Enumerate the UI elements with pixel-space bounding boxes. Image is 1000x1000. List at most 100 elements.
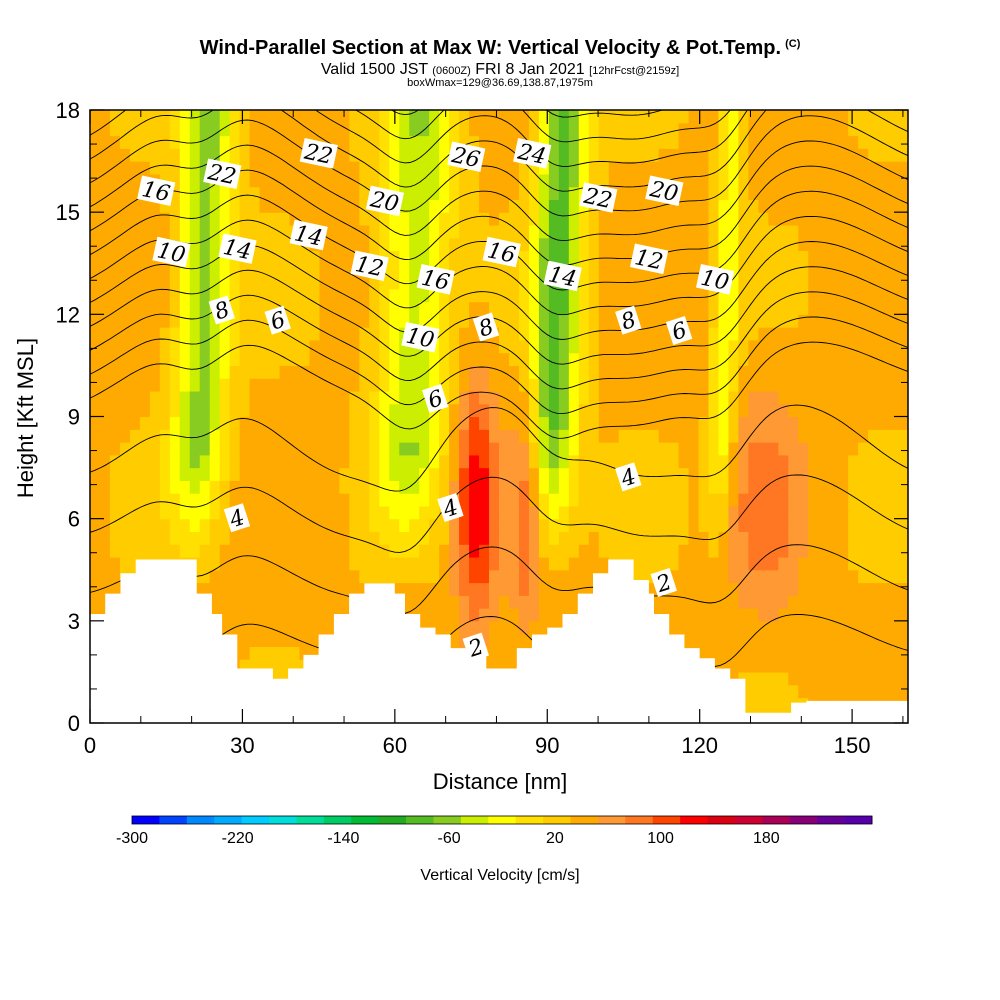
w-cell xyxy=(319,467,331,481)
w-cell xyxy=(389,505,400,520)
w-cell xyxy=(598,301,610,315)
w-cell xyxy=(109,531,121,545)
w-cell xyxy=(808,365,819,379)
w-cell xyxy=(778,505,789,520)
w-cell xyxy=(828,301,839,315)
w-cell xyxy=(508,480,520,494)
w-cell xyxy=(898,505,908,520)
w-cell xyxy=(728,467,740,481)
w-cell xyxy=(219,544,231,558)
w-cell xyxy=(249,390,261,405)
w-cell xyxy=(588,327,600,341)
w-cell xyxy=(538,582,550,596)
w-cell xyxy=(768,620,779,635)
w-cell xyxy=(289,544,301,558)
w-cell xyxy=(279,582,291,596)
w-cell xyxy=(868,416,879,430)
w-cell xyxy=(618,288,630,303)
w-cell xyxy=(598,276,610,290)
w-cell xyxy=(329,454,340,469)
w-cell xyxy=(788,582,799,596)
w-cell xyxy=(489,544,500,558)
w-cell xyxy=(768,199,779,213)
w-cell xyxy=(778,212,789,226)
w-cell xyxy=(269,544,281,558)
w-cell xyxy=(239,633,251,647)
w-cell xyxy=(319,505,331,520)
w-cell xyxy=(508,518,520,533)
w-cell xyxy=(339,442,350,456)
w-cell xyxy=(678,276,690,290)
w-cell xyxy=(99,378,111,392)
w-cell xyxy=(588,505,600,520)
w-cell xyxy=(658,480,670,494)
w-cell xyxy=(738,429,749,443)
w-cell xyxy=(898,493,908,507)
w-cell xyxy=(449,352,460,367)
w-cell xyxy=(658,212,670,226)
w-cell xyxy=(708,378,720,392)
w-cell xyxy=(858,633,869,647)
w-cell xyxy=(279,505,291,520)
w-cell xyxy=(638,454,650,469)
w-cell xyxy=(269,633,281,647)
w-cell xyxy=(838,467,849,481)
w-cell xyxy=(279,429,291,443)
w-cell xyxy=(339,288,350,303)
w-cell xyxy=(508,454,520,469)
w-cell xyxy=(748,173,759,188)
w-cell xyxy=(199,493,211,507)
w-cell xyxy=(369,454,380,469)
w-cell xyxy=(199,365,211,379)
w-cell xyxy=(369,237,380,252)
w-cell xyxy=(728,646,740,660)
w-cell xyxy=(229,582,241,596)
w-cell xyxy=(409,122,420,137)
theta-line xyxy=(390,110,665,118)
w-cell xyxy=(359,569,370,584)
w-cell xyxy=(129,161,141,175)
w-cell xyxy=(798,327,809,341)
w-cell xyxy=(369,480,380,494)
w-cell xyxy=(439,250,450,264)
w-cell xyxy=(459,467,470,481)
w-cell xyxy=(359,327,370,341)
w-cell xyxy=(199,148,211,162)
colorbar-swatch xyxy=(762,816,791,824)
w-cell xyxy=(499,327,510,341)
w-cell xyxy=(758,352,769,367)
w-cell xyxy=(339,365,350,379)
w-cell xyxy=(728,173,740,188)
w-cell xyxy=(209,276,221,290)
w-cell xyxy=(279,212,291,226)
colorbar-swatch xyxy=(488,816,517,824)
w-cell xyxy=(888,186,899,200)
w-cell xyxy=(459,442,470,456)
w-cell xyxy=(149,288,161,303)
w-cell xyxy=(169,288,181,303)
colorbar-swatch xyxy=(789,816,818,824)
w-cell xyxy=(269,582,281,596)
w-cell xyxy=(389,480,400,494)
w-cell xyxy=(119,518,131,533)
w-cell xyxy=(728,327,740,341)
w-cell xyxy=(229,493,241,507)
w-cell xyxy=(688,314,700,328)
w-cell xyxy=(459,314,470,328)
w-cell xyxy=(459,173,470,188)
w-cell xyxy=(239,276,251,290)
theta-line xyxy=(90,0,908,20)
w-cell xyxy=(858,173,869,188)
contour-label: 6 xyxy=(665,315,693,346)
w-cell xyxy=(668,352,680,367)
w-cell xyxy=(419,314,430,328)
w-cell xyxy=(818,378,829,392)
w-cell xyxy=(658,199,670,213)
w-cell xyxy=(838,544,849,558)
w-cell xyxy=(419,403,430,418)
w-cell xyxy=(219,263,231,277)
theta-line xyxy=(90,0,908,93)
w-cell xyxy=(419,237,430,252)
w-cell xyxy=(758,237,769,252)
w-cell xyxy=(738,135,749,149)
